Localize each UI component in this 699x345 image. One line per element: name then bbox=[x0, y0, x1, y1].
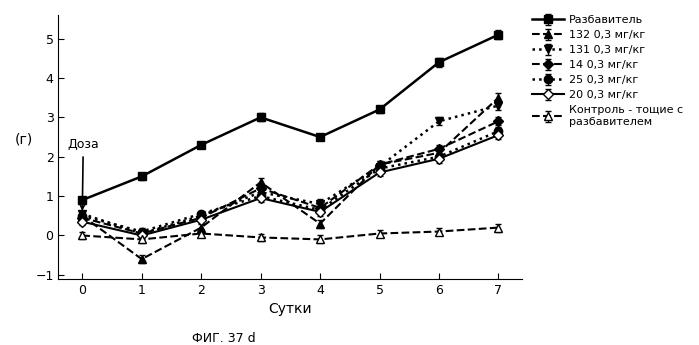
Y-axis label: (г): (г) bbox=[15, 133, 34, 147]
Legend: Разбавитель, 132 0,3 мг/кг, 131 0,3 мг/кг, 14 0,3 мг/кг, 25 0,3 мг/кг, 20 0,3 мг: Разбавитель, 132 0,3 мг/кг, 131 0,3 мг/к… bbox=[533, 15, 683, 127]
Text: Доза: Доза bbox=[67, 138, 99, 209]
X-axis label: Сутки: Сутки bbox=[268, 302, 312, 316]
Text: ФИГ. 37 d: ФИГ. 37 d bbox=[192, 332, 256, 345]
